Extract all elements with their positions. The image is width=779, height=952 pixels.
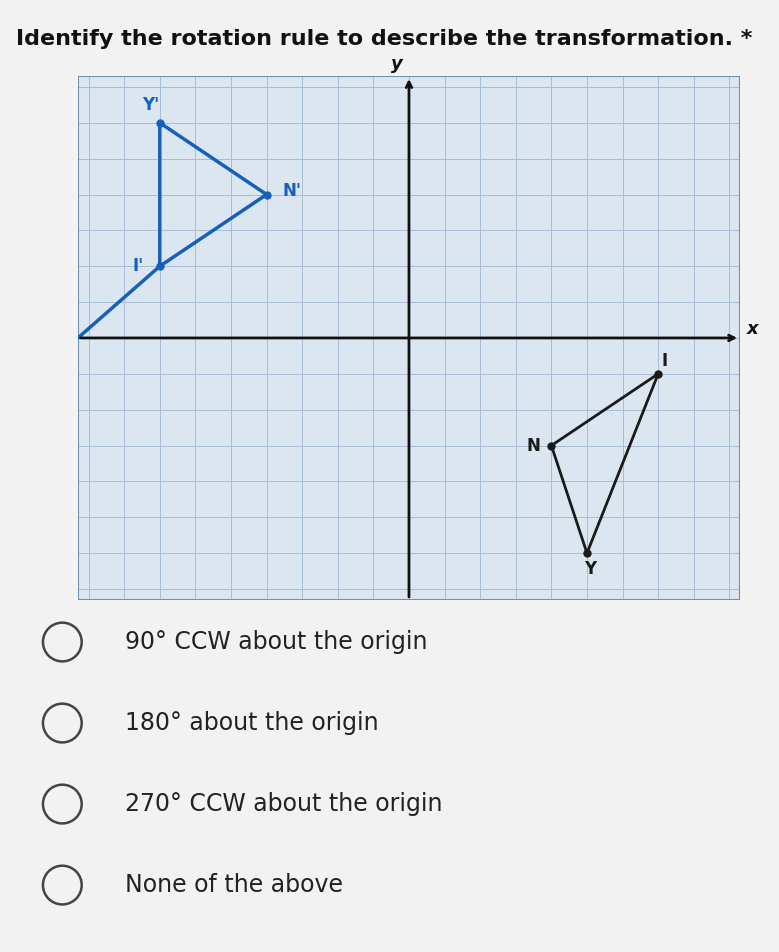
Text: y: y <box>390 54 403 72</box>
Text: 180° about the origin: 180° about the origin <box>125 711 379 735</box>
Text: Y': Y' <box>143 96 160 114</box>
Text: I': I' <box>132 257 144 275</box>
Text: N': N' <box>283 182 301 200</box>
Text: Y: Y <box>584 561 597 578</box>
Text: I: I <box>661 352 668 370</box>
Text: N: N <box>527 437 541 454</box>
Text: None of the above: None of the above <box>125 873 343 897</box>
Text: 90° CCW about the origin: 90° CCW about the origin <box>125 630 427 654</box>
Text: x: x <box>747 320 759 338</box>
Text: Identify the rotation rule to describe the transformation. *: Identify the rotation rule to describe t… <box>16 29 752 49</box>
Text: 270° CCW about the origin: 270° CCW about the origin <box>125 792 442 816</box>
